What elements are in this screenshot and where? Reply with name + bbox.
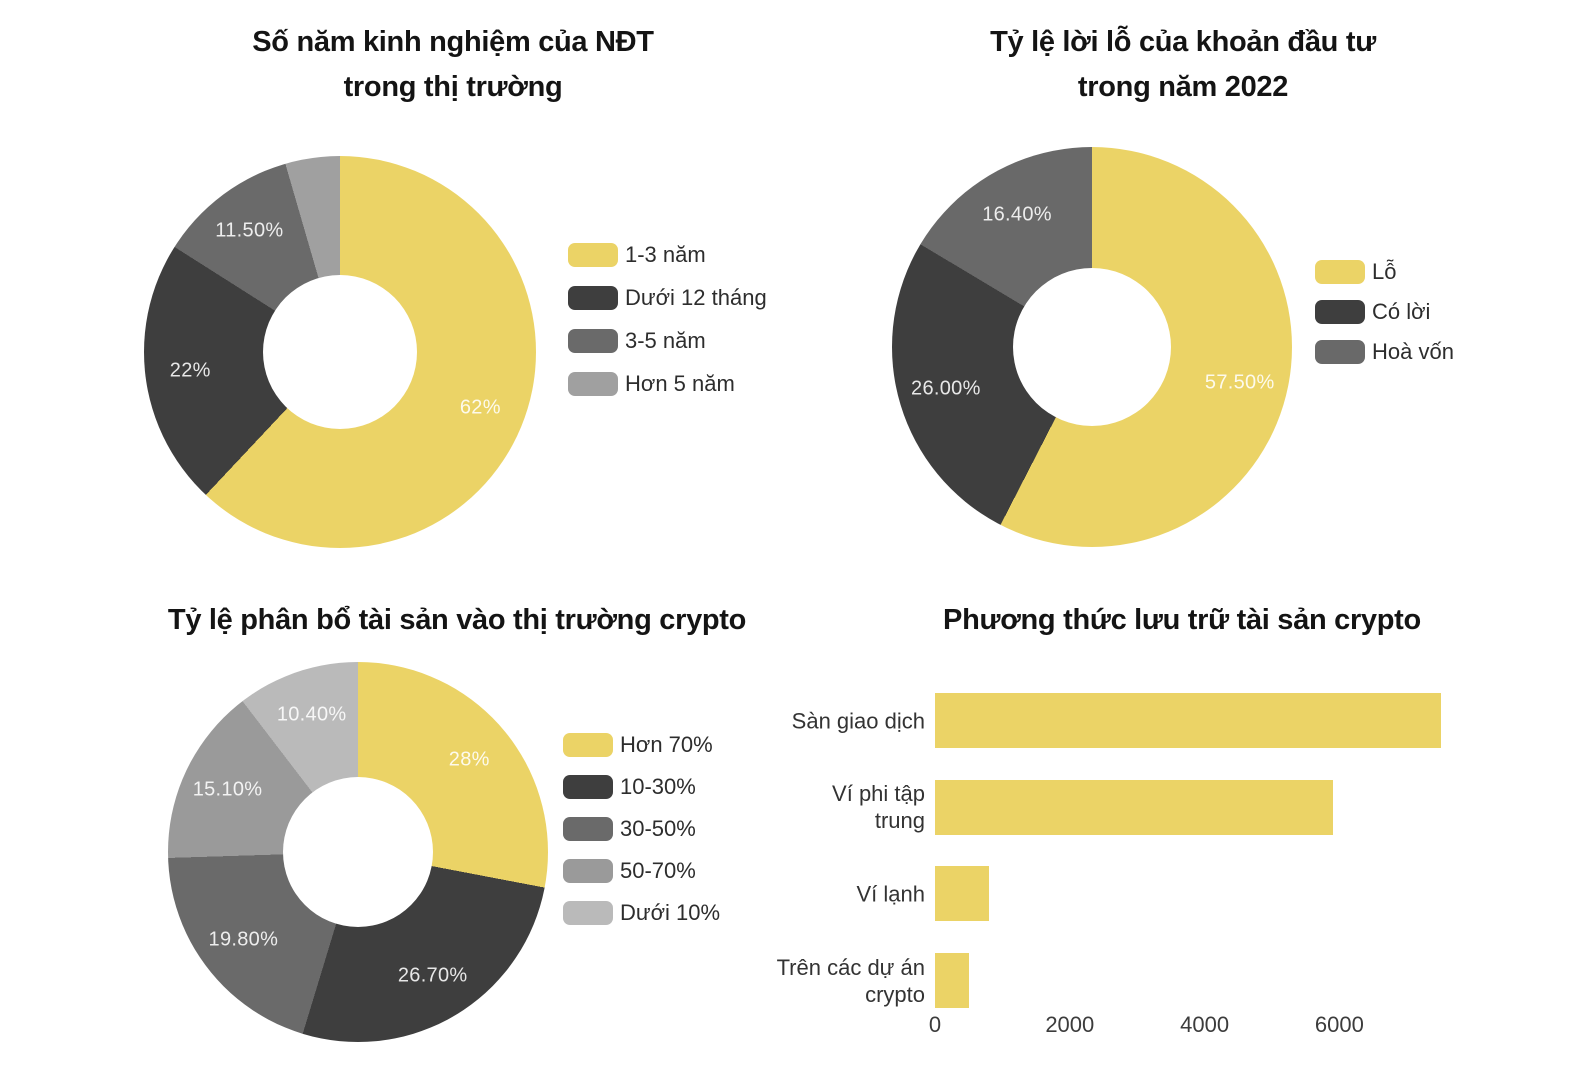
legend-swatch [568, 371, 618, 396]
legend-item: 30-50% [563, 808, 720, 850]
legend-swatch [568, 285, 618, 310]
legend-swatch [563, 733, 613, 757]
legend-label: 10-30% [620, 774, 696, 799]
legend-item: 1-3 năm [568, 233, 767, 276]
x-axis-tick-label: 0 [928, 1012, 942, 1037]
bar-1 [935, 693, 1441, 748]
legend-item: Dưới 10% [563, 892, 720, 934]
legend-item: Dưới 12 tháng [568, 276, 767, 319]
legend-profit-loss: Lỗ Có lời Hoà vốn [1315, 252, 1454, 372]
slice-value-label: 19.80% [208, 928, 279, 951]
legend-swatch [563, 817, 613, 841]
legend-label: 50-70% [620, 858, 696, 883]
x-axis-tick-label: 6000 [1314, 1012, 1364, 1037]
legend-swatch [563, 775, 613, 799]
legend-swatch [563, 901, 613, 925]
chart-title-storage: Phương thức lưu trữ tài sản crypto [832, 598, 1532, 643]
legend-swatch [1315, 260, 1365, 284]
legend-swatch [563, 859, 613, 883]
slice-value-label: 26.00% [911, 377, 981, 400]
legend-item: Lỗ [1315, 252, 1454, 292]
legend-experience: 1-3 năm Dưới 12 tháng 3-5 năm Hơn 5 năm [568, 233, 767, 405]
legend-item: Hoà vốn [1315, 332, 1454, 372]
bar-category-label: Sàn giao dịch [791, 708, 925, 733]
title-line: trong thị trường [343, 71, 563, 103]
slice-value-label: 62% [459, 396, 501, 419]
donut-hole [283, 777, 433, 927]
legend-label: Dưới 10% [620, 900, 721, 925]
donut-chart-experience [144, 156, 536, 548]
title-line: trong năm 2022 [1077, 71, 1289, 103]
title-line: Tỷ lệ phân bổ tài sản vào thị trường cry… [167, 604, 747, 636]
legend-item: 10-30% [563, 766, 720, 808]
legend-label: Lỗ [1372, 259, 1397, 284]
legend-item: Hơn 70% [563, 724, 720, 766]
chart-title-experience: Số năm kinh nghiệm của NĐT trong thị trư… [103, 20, 803, 110]
slice-value-label: 28% [448, 748, 490, 771]
bar-4 [935, 953, 969, 1009]
legend-label: Hơn 5 năm [625, 370, 735, 396]
legend-allocation: Hơn 70% 10-30% 30-50% 50-70% Dưới 10% [563, 724, 720, 934]
bar-2 [935, 779, 1333, 835]
legend-item: Có lời [1315, 292, 1454, 332]
x-axis-tick-label: 4000 [1180, 1012, 1230, 1037]
slice-value-label: 15.10% [192, 778, 263, 801]
bar-category-label: Trên các dự án crypto [776, 954, 925, 1007]
legend-item: 50-70% [563, 850, 720, 892]
legend-item: 3-5 năm [568, 319, 767, 362]
chart-title-allocation: Tỷ lệ phân bổ tài sản vào thị trường cry… [107, 598, 807, 643]
legend-swatch [1315, 340, 1365, 364]
legend-label: 1-3 năm [625, 241, 706, 267]
x-axis-tick-label: 2000 [1045, 1012, 1095, 1037]
donut-hole [1013, 268, 1171, 426]
slice-value-label: 57.50% [1204, 371, 1275, 394]
legend-label: Hơn 70% [620, 732, 713, 757]
slice-value-label: 16.40% [982, 203, 1052, 226]
legend-swatch [1315, 300, 1365, 324]
chart-title-profit-loss: Tỷ lệ lời lỗ của khoản đầu tư trong năm … [833, 20, 1533, 110]
slice-value-label: 26.70% [397, 964, 468, 987]
legend-label: 30-50% [620, 816, 696, 841]
legend-item: Hơn 5 năm [568, 362, 767, 405]
legend-swatch [568, 328, 618, 353]
donut-chart-profit-loss [892, 147, 1292, 547]
slice-value-label: 10.40% [276, 703, 347, 726]
slice-value-label: 22% [169, 359, 211, 382]
title-line: Tỷ lệ lời lỗ của khoản đầu tư [990, 26, 1376, 58]
bar-3 [935, 866, 989, 922]
legend-label: Có lời [1372, 299, 1431, 324]
bar-category-label: Ví phi tập trung [832, 781, 925, 834]
legend-label: Dưới 12 tháng [625, 284, 767, 310]
donut-hole [263, 275, 417, 429]
slice-value-label: 11.50% [215, 219, 284, 242]
legend-label: 3-5 năm [625, 327, 706, 353]
donut-chart-allocation [168, 662, 548, 1042]
bar-category-label: Ví lạnh [856, 881, 926, 907]
title-line: Số năm kinh nghiệm của NĐT [252, 26, 654, 58]
legend-label: Hoà vốn [1372, 339, 1454, 364]
title-line: Phương thức lưu trữ tài sản crypto [943, 604, 1421, 636]
legend-swatch [568, 242, 618, 267]
